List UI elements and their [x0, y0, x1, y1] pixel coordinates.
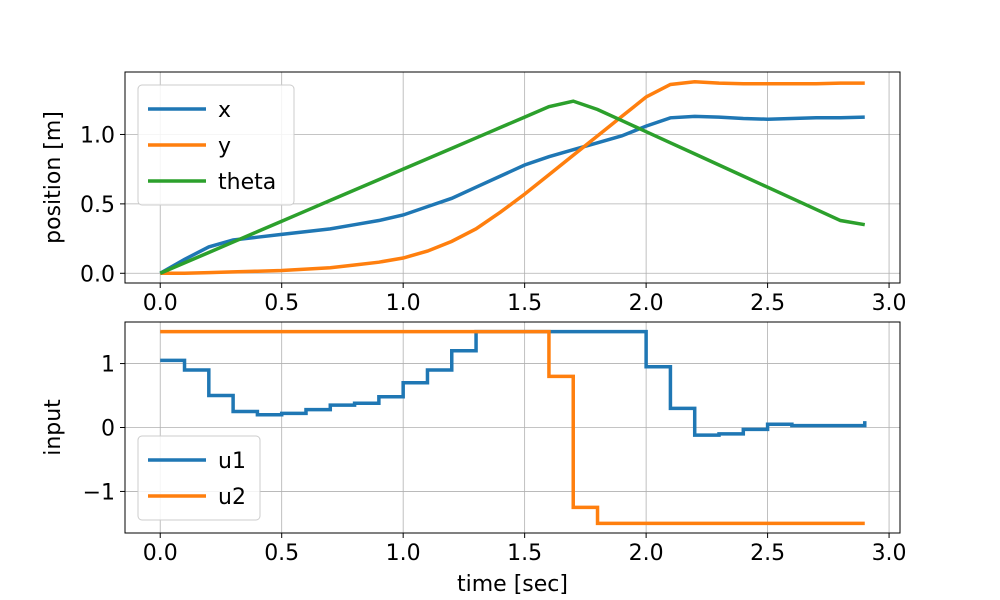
series-line-u2: [160, 329, 865, 526]
input-y-tick-label: 1: [101, 353, 115, 378]
position-x-tick-label: 1.5: [507, 291, 542, 316]
position-legend-box: [137, 84, 295, 206]
input-series: [160, 329, 867, 526]
position-legend: xy theta: [137, 84, 295, 206]
position-ticks: 0.0 0.5 1.0 1.5 2.0 2.5 3.0 0.0 0.5 1.0: [80, 123, 907, 316]
series-line-y: [160, 79, 865, 276]
position-axes-frame: [124, 71, 901, 284]
input-x-tick-label: 1.0: [386, 541, 421, 566]
time-x-axis-label: time [sec]: [457, 572, 568, 597]
position-y-axis-label: position [m]: [41, 111, 66, 244]
input-x-tick-label: 0.5: [264, 541, 299, 566]
position-x-tick-label: 2.0: [629, 291, 664, 316]
input-x-tick-label: 2.5: [750, 541, 785, 566]
legend-label-x: x: [218, 98, 231, 123]
legend-label-y: y: [218, 134, 231, 159]
input-x-tick-label: 2.0: [629, 541, 664, 566]
position-y-tick-label: 1.0: [80, 123, 115, 148]
series-line-u1: [160, 329, 867, 437]
legend-label-u2: u2: [218, 485, 246, 510]
position-x-tick-label: 0.0: [143, 291, 178, 316]
position-x-tick-label: 1.0: [386, 291, 421, 316]
input-legend-box: [137, 435, 261, 521]
legend-label-theta: theta: [218, 170, 276, 195]
position-x-tick-label: 2.5: [750, 291, 785, 316]
input-x-tick-label: 1.5: [507, 541, 542, 566]
position-y-tick-label: 0.5: [80, 193, 115, 218]
input-y-tick-label: −1: [83, 480, 115, 505]
input-y-tick-label: 0: [101, 417, 115, 442]
series-line-theta: [159, 99, 866, 275]
input-ticks: 0.0 0.5 1.0 1.5 2.0 2.5 3.0 1 0 −1: [83, 353, 907, 566]
series-line-x: [159, 114, 865, 275]
input-axes: 0.0 0.5 1.0 1.5 2.0 2.5 3.0 1 0 −1 input time [se…: [41, 321, 907, 597]
legend-label-u1: u1: [218, 449, 246, 474]
position-x-tick-label: 3.0: [872, 291, 907, 316]
position-x-tick-label: 0.5: [264, 291, 299, 316]
input-y-axis-label: input: [41, 399, 66, 456]
position-y-tick-label: 0.0: [80, 262, 115, 287]
input-x-tick-label: 0.0: [143, 541, 178, 566]
position-series: [159, 79, 866, 276]
position-axes: 0.0 0.5 1.0 1.5 2.0 2.5 3.0 0.0 0.5 1.0 position …: [41, 71, 907, 316]
input-x-tick-label: 3.0: [872, 541, 907, 566]
